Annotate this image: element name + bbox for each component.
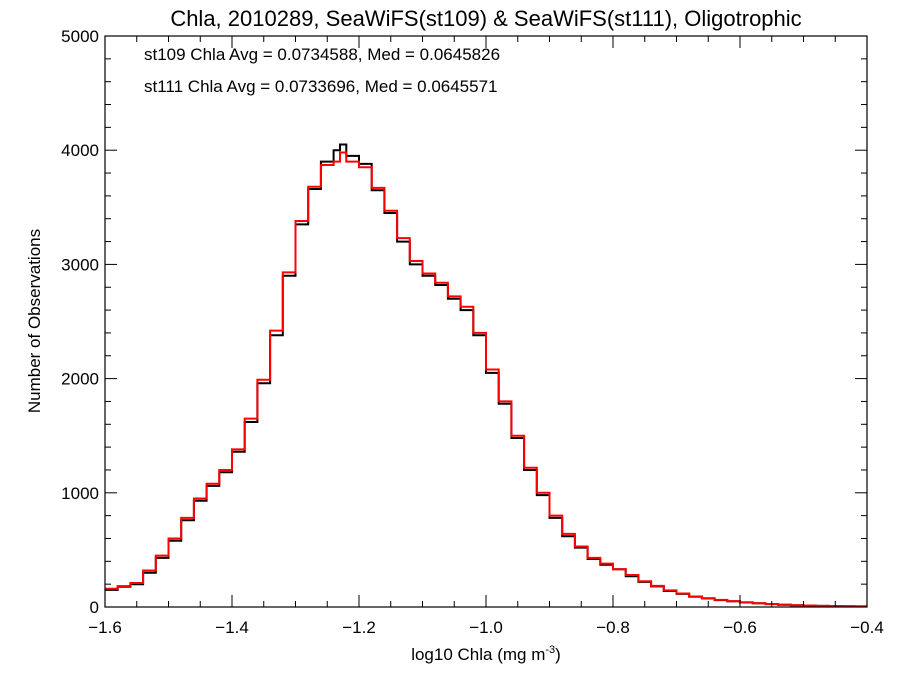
annotation-st109: st109 Chla Avg = 0.0734588, Med = 0.0645…: [144, 45, 500, 64]
x-tick-label: −0.4: [850, 618, 884, 637]
y-tick-label: 5000: [61, 27, 99, 46]
y-tick-label: 3000: [61, 255, 99, 274]
x-tick-label: −0.8: [596, 618, 630, 637]
y-tick-label: 4000: [61, 141, 99, 160]
y-tick-label: 0: [90, 598, 99, 617]
y-axis-label: Number of Observations: [25, 229, 44, 413]
annotation-st111: st111 Chla Avg = 0.0733696, Med = 0.0645…: [144, 77, 498, 96]
y-tick-label: 2000: [61, 370, 99, 389]
x-axis-label-close: ): [555, 645, 561, 664]
x-tick-label: −1.0: [469, 618, 503, 637]
x-axis-label: log10 Chla (mg m-3): [411, 644, 561, 664]
x-axis-label-main: log10 Chla (mg m: [411, 645, 545, 664]
y-tick-label: 1000: [61, 484, 99, 503]
ticks-layer: −1.6 −1.4 −1.2 −1.0 −0.8 −0.6 −0.4 0 1000 2000 300…: [61, 27, 884, 637]
plot-frame: [104, 35, 868, 608]
series-layer: [105, 143, 867, 608]
series-st111-line: [105, 151, 867, 608]
x-tick-label: −1.6: [88, 618, 122, 637]
x-tick-label: −1.4: [215, 618, 249, 637]
x-tick-label: −1.2: [342, 618, 376, 637]
series-st109-line: [105, 143, 867, 608]
x-tick-label: −0.6: [723, 618, 757, 637]
chart-title: Chla, 2010289, SeaWiFS(st109) & SeaWiFS(…: [170, 6, 801, 31]
x-axis-label-superscript: -3: [545, 644, 555, 656]
